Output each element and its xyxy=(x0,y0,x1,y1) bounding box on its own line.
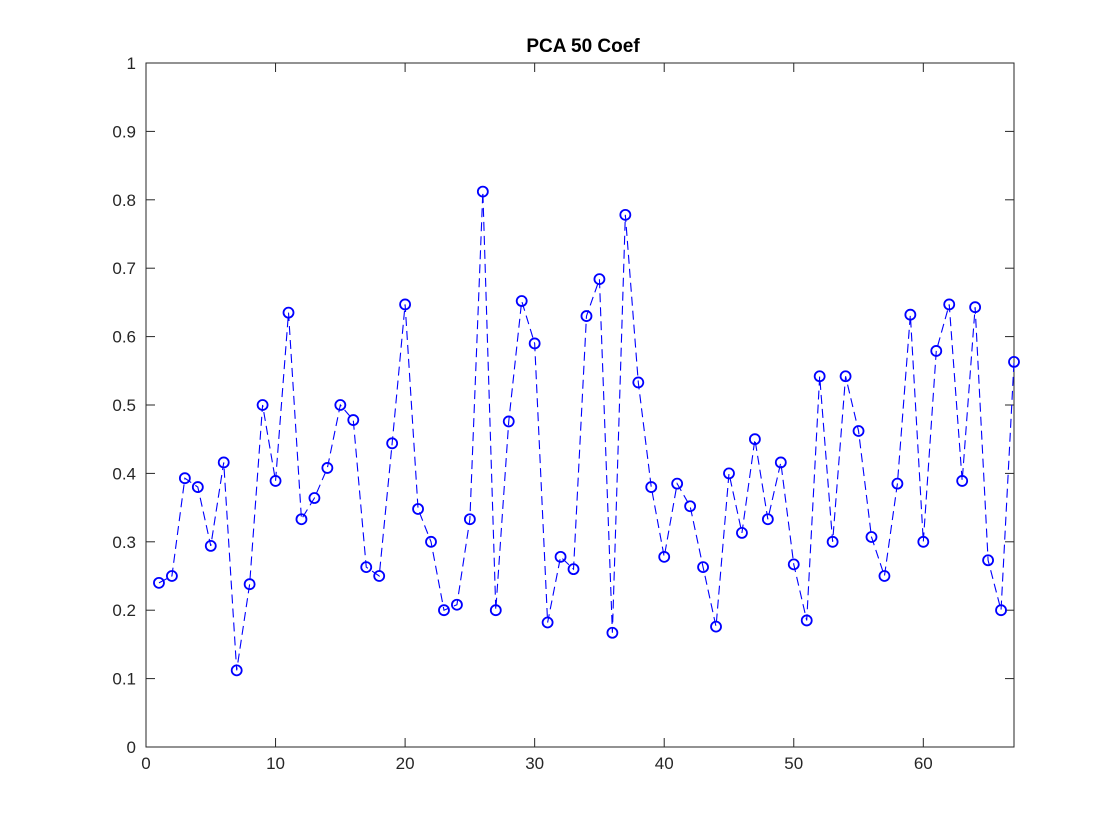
data-point xyxy=(593,273,606,286)
data-point xyxy=(749,433,761,446)
data-point xyxy=(554,550,567,563)
data-point xyxy=(671,477,684,490)
data-point xyxy=(166,570,178,582)
data-point xyxy=(580,310,593,322)
data-point xyxy=(800,614,813,627)
data-point xyxy=(930,345,943,357)
y-tick-label: 0.9 xyxy=(112,122,136,141)
y-tick-label: 1 xyxy=(127,54,136,73)
data-point xyxy=(658,550,671,563)
data-point xyxy=(230,664,243,677)
data-point xyxy=(243,578,256,591)
data-point xyxy=(982,554,994,567)
data-point xyxy=(502,415,515,428)
data-point xyxy=(684,500,697,513)
chart-title: PCA 50 Coef xyxy=(526,36,640,57)
data-point xyxy=(528,337,541,350)
series-line-group xyxy=(158,191,1015,671)
data-point xyxy=(736,527,748,539)
series-markers xyxy=(153,185,1020,677)
data-point xyxy=(425,535,437,548)
data-point xyxy=(774,456,787,469)
data-point xyxy=(412,503,424,515)
data-point xyxy=(787,558,800,571)
data-point xyxy=(191,481,204,493)
data-point xyxy=(269,475,282,487)
data-point xyxy=(282,306,295,319)
y-tick-label: 0.3 xyxy=(112,533,136,552)
data-point xyxy=(969,301,982,314)
data-point xyxy=(606,626,619,639)
y-tick-label: 0.1 xyxy=(112,670,136,689)
data-point xyxy=(515,295,528,307)
data-point xyxy=(865,531,878,543)
x-tick-label: 10 xyxy=(266,754,285,773)
x-tick-label: 50 xyxy=(784,754,803,773)
series-line xyxy=(158,191,1015,671)
y-tick-label: 0.8 xyxy=(112,191,136,210)
data-point xyxy=(373,570,386,582)
data-point xyxy=(567,563,580,576)
data-point xyxy=(878,570,891,582)
plot-area xyxy=(145,62,1015,748)
data-point xyxy=(386,437,399,450)
data-point xyxy=(619,208,632,221)
data-point xyxy=(541,616,554,629)
data-point xyxy=(943,298,956,311)
data-point xyxy=(334,399,347,411)
data-point xyxy=(489,604,502,617)
data-point xyxy=(995,604,1007,617)
data-point xyxy=(826,535,839,548)
data-point xyxy=(476,185,489,198)
data-point xyxy=(813,370,826,383)
y-tick-label: 0.5 xyxy=(112,396,136,415)
y-tick-label: 0 xyxy=(127,738,136,757)
data-point xyxy=(956,475,969,487)
data-point xyxy=(463,513,476,526)
axis-tick-labels: 0 10 20 30 40 50 60 0 0.1 0.2 0.3 0.4 0.5 0.6 0.7 0.8 0.… xyxy=(112,54,932,773)
y-tick-label: 0.6 xyxy=(112,328,136,347)
data-point xyxy=(204,540,217,552)
data-point xyxy=(399,298,412,311)
x-tick-label: 20 xyxy=(396,754,415,773)
x-tick-label: 60 xyxy=(914,754,933,773)
data-point xyxy=(256,399,269,411)
data-point xyxy=(632,376,645,389)
y-tick-label: 0.4 xyxy=(112,464,136,483)
data-point xyxy=(347,414,360,426)
data-point xyxy=(839,370,852,383)
data-point xyxy=(321,462,334,474)
data-point xyxy=(451,598,463,611)
x-tick-label: 30 xyxy=(525,754,544,773)
data-point xyxy=(360,561,373,574)
data-point xyxy=(295,513,308,526)
data-point xyxy=(852,425,865,437)
data-point xyxy=(217,456,230,469)
data-point xyxy=(723,467,735,480)
data-point xyxy=(308,492,321,504)
x-tick-label: 40 xyxy=(655,754,674,773)
data-point xyxy=(438,604,450,617)
data-point xyxy=(891,477,904,490)
data-point xyxy=(761,513,774,526)
data-point xyxy=(917,535,930,548)
data-point xyxy=(710,620,722,633)
data-point xyxy=(1008,356,1020,368)
y-tick-label: 0.2 xyxy=(112,601,136,620)
data-point xyxy=(904,308,917,321)
data-point xyxy=(153,576,165,589)
x-tick-label: 0 xyxy=(141,754,150,773)
data-point xyxy=(697,561,709,574)
y-tick-label: 0.7 xyxy=(112,259,136,278)
data-point xyxy=(645,481,658,493)
data-point xyxy=(178,472,191,485)
